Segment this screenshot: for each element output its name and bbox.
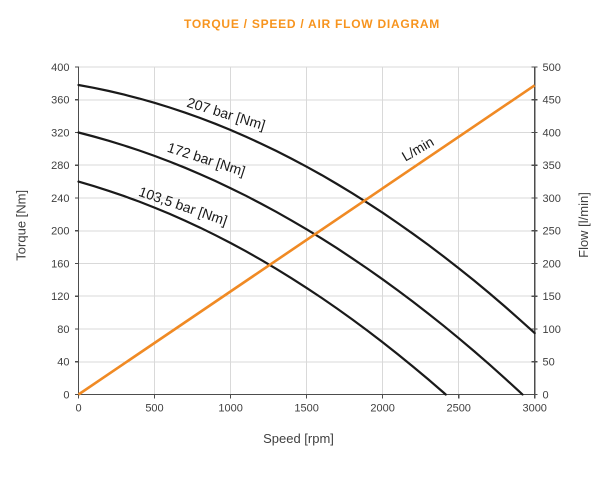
svg-text:Torque [Nm]: Torque [Nm] <box>14 190 29 261</box>
svg-text:2500: 2500 <box>446 403 470 415</box>
svg-text:Flow [l/min]: Flow [l/min] <box>576 192 591 258</box>
svg-text:250: 250 <box>543 226 561 238</box>
svg-text:120: 120 <box>51 291 69 303</box>
svg-text:350: 350 <box>543 160 561 172</box>
svg-text:500: 500 <box>145 403 163 415</box>
svg-text:400: 400 <box>543 127 561 139</box>
svg-text:50: 50 <box>543 357 555 369</box>
svg-text:240: 240 <box>51 193 69 205</box>
svg-text:200: 200 <box>51 226 69 238</box>
svg-text:0: 0 <box>75 403 81 415</box>
svg-text:TORQUE / SPEED / AIR FLOW DIAG: TORQUE / SPEED / AIR FLOW DIAGRAM <box>184 17 440 31</box>
svg-text:1000: 1000 <box>218 403 242 415</box>
svg-text:200: 200 <box>543 258 561 270</box>
svg-text:320: 320 <box>51 127 69 139</box>
svg-text:280: 280 <box>51 160 69 172</box>
svg-text:400: 400 <box>51 62 69 74</box>
svg-text:500: 500 <box>543 62 561 74</box>
svg-text:150: 150 <box>543 291 561 303</box>
svg-text:3000: 3000 <box>522 403 546 415</box>
svg-text:40: 40 <box>57 357 69 369</box>
svg-text:80: 80 <box>57 324 69 336</box>
svg-text:300: 300 <box>543 193 561 205</box>
svg-text:1500: 1500 <box>294 403 318 415</box>
svg-text:0: 0 <box>63 389 69 401</box>
svg-text:Speed [rpm]: Speed [rpm] <box>263 431 334 446</box>
svg-text:2000: 2000 <box>370 403 394 415</box>
svg-text:100: 100 <box>543 324 561 336</box>
svg-text:0: 0 <box>543 389 549 401</box>
svg-text:450: 450 <box>543 95 561 107</box>
svg-text:160: 160 <box>51 258 69 270</box>
svg-text:360: 360 <box>51 95 69 107</box>
